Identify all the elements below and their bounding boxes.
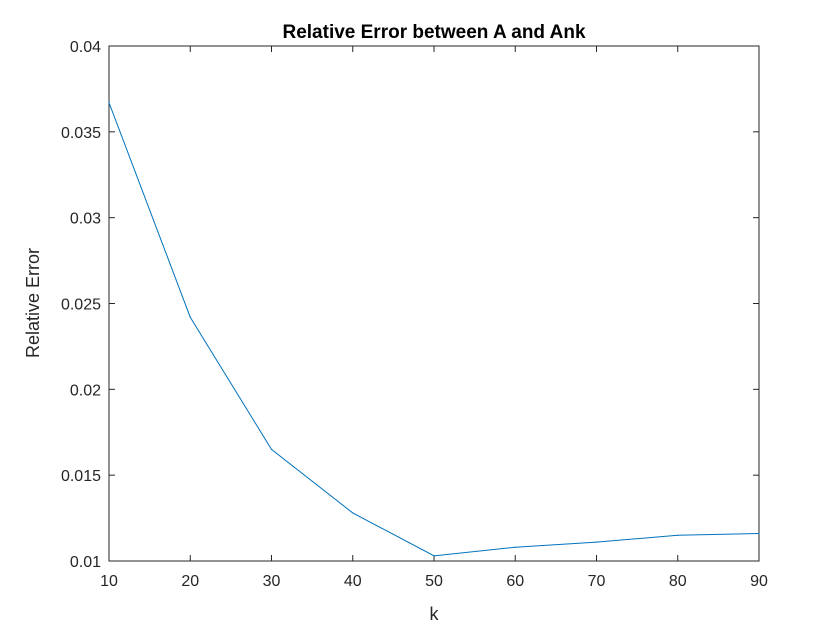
x-axis-label: k	[430, 604, 440, 624]
x-tick-label: 50	[425, 573, 443, 590]
x-tick-label: 30	[263, 573, 281, 590]
y-tick-label: 0.035	[61, 125, 101, 142]
x-tick-label: 90	[750, 573, 768, 590]
x-tick-label: 40	[344, 573, 362, 590]
axes	[108, 45, 760, 562]
data-point	[108, 102, 110, 104]
x-tick-label: 20	[181, 573, 199, 590]
ticks: 10 20 30 40 50 60 70 80 90 0.01 0.015 0.02 0.025 0.03…	[61, 39, 768, 590]
y-axis-label: Relative Error	[23, 248, 43, 358]
chart-title: Relative Error between A and Ank	[282, 22, 585, 43]
data-point	[514, 546, 516, 548]
y-tick-label: 0.015	[61, 468, 101, 485]
x-tick-label: 60	[506, 573, 524, 590]
y-tick-label: 0.025	[61, 297, 101, 314]
y-tick-label: 0.02	[70, 382, 101, 399]
data-point	[758, 532, 760, 535]
data-point	[189, 316, 191, 318]
data-point	[352, 512, 354, 514]
x-tick-label: 80	[669, 573, 687, 590]
data-point	[677, 534, 679, 536]
data-point	[595, 541, 598, 543]
y-tick-label: 0.01	[70, 554, 101, 571]
series-line	[108, 102, 760, 557]
y-tick-label: 0.04	[70, 39, 101, 56]
data-point	[270, 448, 273, 451]
x-tick-label: 70	[588, 573, 606, 590]
data-point	[433, 555, 435, 557]
plot-area-box	[108, 45, 760, 562]
series-layer	[108, 102, 760, 557]
x-tick-label: 10	[100, 573, 118, 590]
y-tick-label: 0.03	[70, 211, 101, 228]
